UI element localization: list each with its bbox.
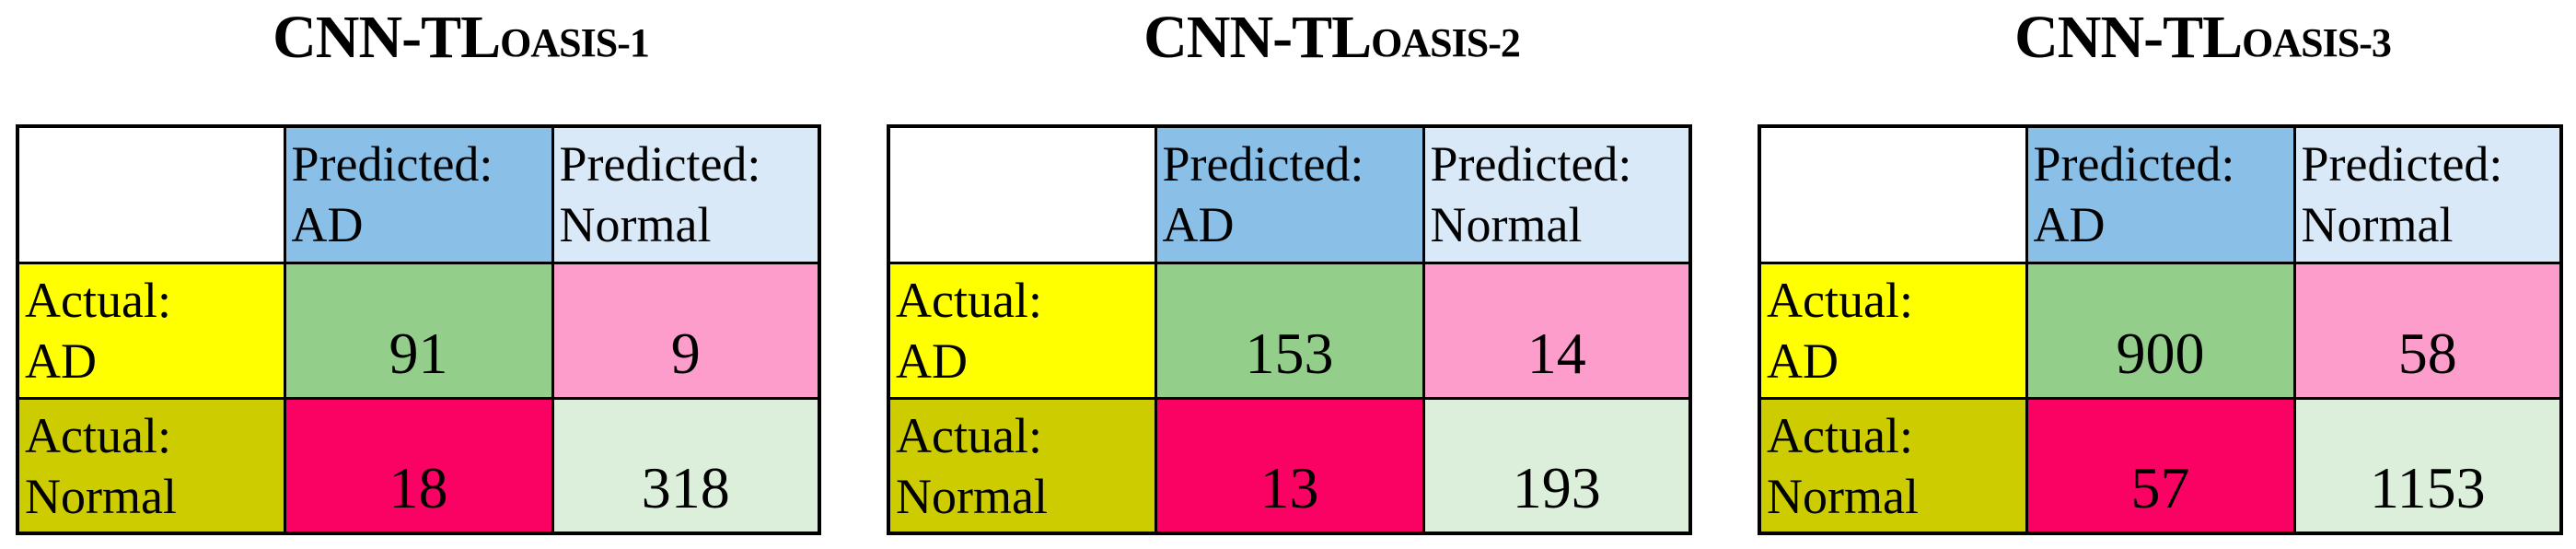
row-header-line-2: Normal <box>1767 468 1919 524</box>
confusion-matrix-panel-oasis-1: CNN-TL OASIS-1 Predicted: AD Predicted: N… <box>16 0 821 535</box>
cell-true-positive: 900 <box>2025 261 2296 400</box>
row-header-line-2: AD <box>896 333 968 389</box>
col-header-line-1: Predicted: <box>1162 136 1364 192</box>
row-header-line-1: Actual: <box>896 407 1042 463</box>
row-header-line-1: Actual: <box>896 272 1042 328</box>
row-header-line-1: Actual: <box>25 407 171 463</box>
cell-true-positive: 91 <box>283 261 554 400</box>
col-header-predicted-normal: Predicted: Normal <box>1421 124 1692 264</box>
col-header-predicted-normal: Predicted: Normal <box>2292 124 2563 264</box>
cell-true-negative: 318 <box>551 396 821 535</box>
matrix-title-subscript: OASIS-2 <box>1371 20 1521 65</box>
col-header-predicted-normal: Predicted: Normal <box>551 124 821 264</box>
col-header-line-2: AD <box>1162 197 1235 252</box>
col-header-line-1: Predicted: <box>2301 136 2503 192</box>
col-header-predicted-ad: Predicted: AD <box>2025 124 2296 264</box>
row-header-actual-ad: Actual: AD <box>887 261 1157 400</box>
cell-false-negative: 14 <box>1421 261 1692 400</box>
row-header-actual-normal: Actual: Normal <box>16 396 286 535</box>
row-header-actual-ad: Actual: AD <box>1758 261 2028 400</box>
matrix-title-main: CNN-TL <box>2014 4 2243 71</box>
cell-true-negative: 1153 <box>2292 396 2563 535</box>
cell-false-negative: 58 <box>2292 261 2563 400</box>
confusion-matrix-panel-oasis-3: CNN-TL OASIS-3 Predicted: AD Predicted: N… <box>1758 0 2563 535</box>
col-header-line-2: Normal <box>559 197 712 252</box>
row-header-line-2: Normal <box>25 468 177 524</box>
confusion-matrix-table: Predicted: AD Predicted: Normal Actual: … <box>887 124 1692 535</box>
row-header-line-1: Actual: <box>1767 407 1913 463</box>
cell-false-positive: 18 <box>283 396 554 535</box>
row-header-line-2: Normal <box>896 468 1048 524</box>
corner-cell <box>1758 124 2028 264</box>
matrix-title: CNN-TL OASIS-1 <box>60 0 862 124</box>
row-header-line-2: AD <box>25 333 97 389</box>
row-header-line-1: Actual: <box>25 272 171 328</box>
corner-cell <box>887 124 1157 264</box>
row-header-line-1: Actual: <box>1767 272 1913 328</box>
cell-true-negative: 193 <box>1421 396 1692 535</box>
col-header-predicted-ad: Predicted: AD <box>1154 124 1425 264</box>
col-header-line-2: AD <box>2033 197 2106 252</box>
row-header-actual-ad: Actual: AD <box>16 261 286 400</box>
matrix-title: CNN-TL OASIS-2 <box>931 0 1733 124</box>
confusion-matrix-table: Predicted: AD Predicted: Normal Actual: … <box>16 124 821 535</box>
row-header-actual-normal: Actual: Normal <box>887 396 1157 535</box>
cell-false-positive: 13 <box>1154 396 1425 535</box>
matrix-title: CNN-TL OASIS-3 <box>1802 0 2576 124</box>
col-header-line-2: AD <box>291 197 364 252</box>
col-header-line-1: Predicted: <box>291 136 493 192</box>
matrix-title-main: CNN-TL <box>1143 4 1372 71</box>
matrix-title-subscript: OASIS-3 <box>2242 20 2392 65</box>
cell-false-positive: 57 <box>2025 396 2296 535</box>
confusion-matrix-table: Predicted: AD Predicted: Normal Actual: … <box>1758 124 2563 535</box>
col-header-line-1: Predicted: <box>1430 136 1632 192</box>
confusion-matrix-panel-oasis-2: CNN-TL OASIS-2 Predicted: AD Predicted: N… <box>887 0 1692 535</box>
col-header-line-1: Predicted: <box>2033 136 2235 192</box>
matrix-title-main: CNN-TL <box>273 4 501 71</box>
row-header-line-2: AD <box>1767 333 1839 389</box>
col-header-line-1: Predicted: <box>559 136 761 192</box>
cell-true-positive: 153 <box>1154 261 1425 400</box>
cell-false-negative: 9 <box>551 261 821 400</box>
corner-cell <box>16 124 286 264</box>
col-header-line-2: Normal <box>1430 197 1583 252</box>
matrix-title-subscript: OASIS-1 <box>500 20 650 65</box>
col-header-line-2: Normal <box>2301 197 2454 252</box>
row-header-actual-normal: Actual: Normal <box>1758 396 2028 535</box>
col-header-predicted-ad: Predicted: AD <box>283 124 554 264</box>
